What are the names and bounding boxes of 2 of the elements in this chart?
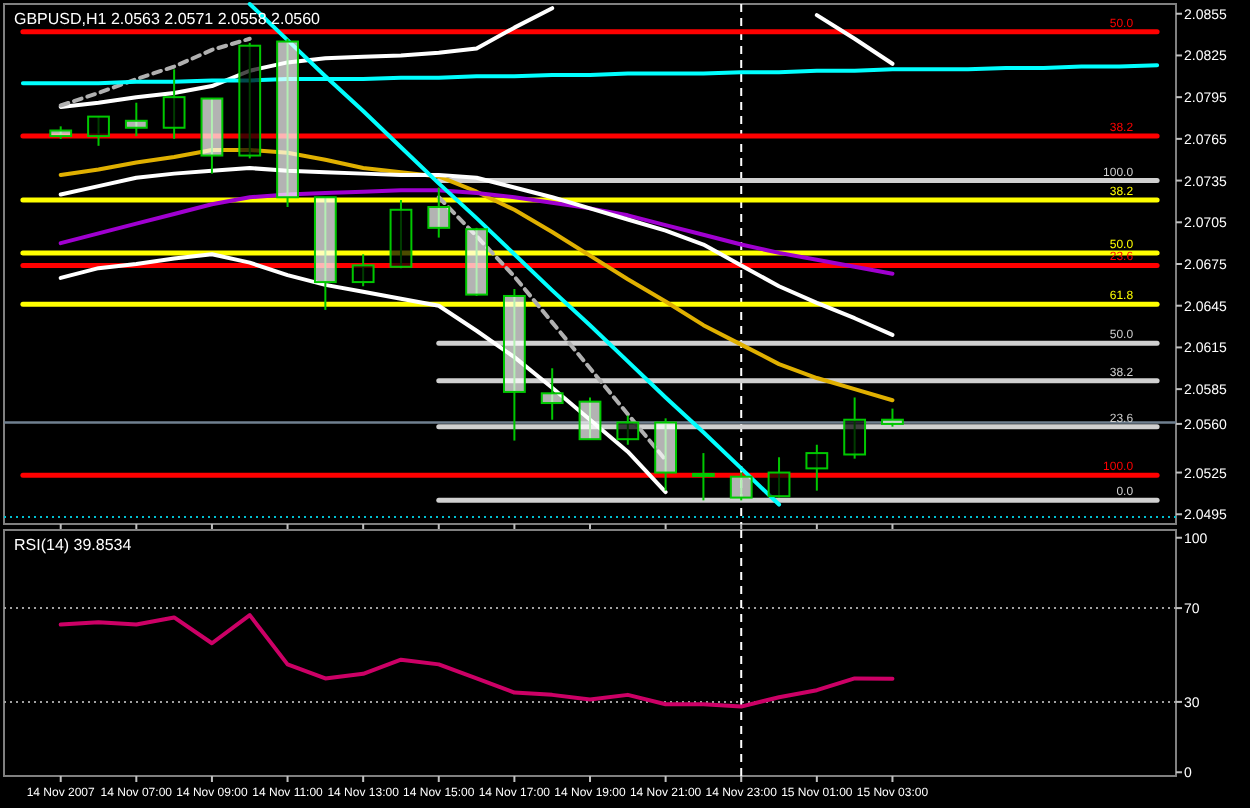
chart-title: GBPUSD,H1 2.0563 2.0571 2.0558 2.0560 — [14, 10, 322, 28]
chart-title: RSI(14) 39.8534 — [14, 536, 133, 554]
